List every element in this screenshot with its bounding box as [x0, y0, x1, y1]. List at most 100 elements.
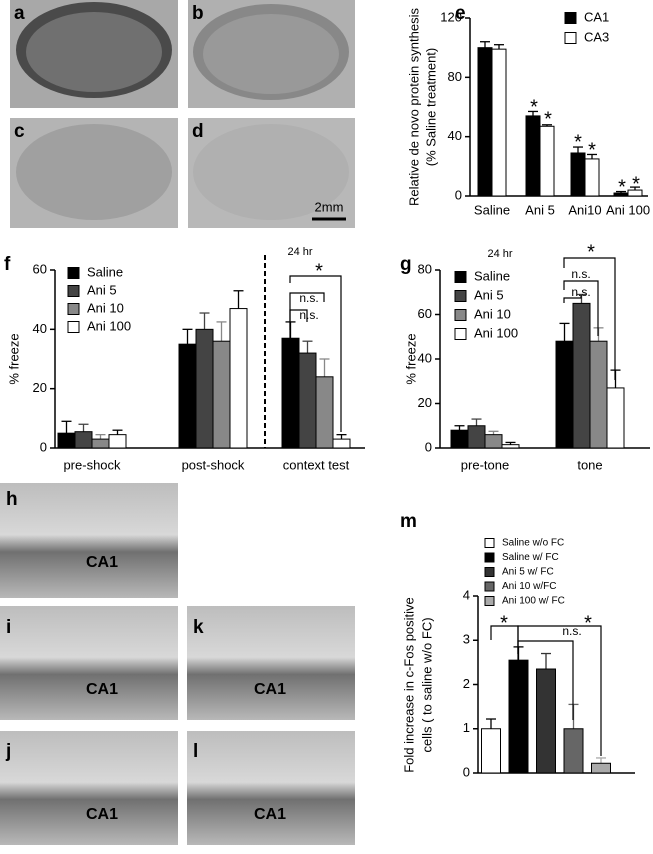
legend-label: CA1 [584, 9, 609, 24]
legend-swatch [564, 12, 577, 24]
bar [491, 48, 507, 197]
annotation: * [315, 260, 323, 282]
x-tick-label: Ani 5 [525, 202, 555, 217]
annotation: n.s. [299, 308, 318, 322]
panel-label: e [455, 3, 466, 24]
legend-swatch [67, 267, 80, 279]
bar [536, 668, 556, 774]
annotation: n.s. [571, 285, 590, 299]
panel-label: i [6, 617, 11, 638]
legend-label: Ani 5 w/ FC [502, 567, 554, 578]
bar [572, 302, 591, 449]
bar [212, 340, 231, 449]
y-tick-label: 40 [418, 350, 432, 365]
bar [627, 189, 643, 197]
legend-swatch [67, 321, 80, 333]
panel-label: j [5, 741, 11, 762]
x-tick-label: Saline [474, 202, 510, 217]
bar [555, 340, 574, 449]
panel-label: m [400, 511, 417, 532]
bracket [289, 275, 342, 432]
bar [178, 343, 197, 449]
panel-label: c [14, 121, 25, 142]
bar [298, 352, 317, 449]
y-axis-label: (% Saline treatment) [423, 48, 438, 167]
image-shape [26, 12, 162, 92]
legend-label: Ani 10 [474, 306, 511, 321]
annotation: n.s. [562, 624, 581, 638]
x-tick-label: context test [283, 457, 350, 472]
annotation: * [584, 612, 592, 634]
y-tick-label: 80 [418, 261, 432, 276]
legend-label: Saline [87, 264, 123, 279]
y-tick-label: 0 [463, 764, 470, 779]
bar [591, 762, 611, 774]
annotation: 24 hr [487, 248, 512, 260]
legend-label: Saline w/ FC [502, 552, 559, 563]
x-tick-label: pre-tone [461, 457, 509, 472]
image-shape [16, 124, 172, 220]
y-tick-label: 2 [463, 676, 470, 691]
bar [501, 444, 520, 449]
bracket [289, 292, 325, 340]
annotation: n.s. [571, 267, 590, 281]
legend-label: Saline [474, 268, 510, 283]
bar [315, 376, 334, 449]
bar [281, 337, 300, 449]
bar [539, 125, 555, 197]
region-label: CA1 [86, 554, 118, 571]
image [0, 731, 178, 845]
hippocampus-images: h CA1 i CA1 k CA1 j CA1 l CA1 [0, 483, 355, 845]
brain-images: 2mm a b c d [10, 0, 355, 228]
y-tick-label: 20 [33, 380, 47, 395]
bar [477, 47, 493, 197]
legend-swatch [484, 567, 495, 577]
annotation: * [587, 241, 595, 263]
y-axis-label: Relative de novo protein synthesis [406, 8, 421, 207]
bracket [563, 295, 582, 303]
y-tick-label: 1 [463, 720, 470, 735]
y-tick-label: 60 [418, 306, 432, 321]
panel-label: b [192, 3, 204, 24]
legend-swatch [454, 290, 467, 302]
image [187, 731, 355, 845]
annotation: * [544, 108, 552, 130]
panel-label: g [400, 254, 412, 275]
y-tick-label: 120 [440, 9, 462, 24]
legend-label: Ani 100 [474, 325, 518, 340]
x-tick-label: tone [577, 457, 602, 472]
bar [108, 434, 127, 449]
panel-label: f [4, 254, 11, 275]
legend-label: Ani 10 [87, 300, 124, 315]
y-tick-label: 4 [463, 587, 470, 602]
bar [563, 728, 584, 774]
annotation: n.s. [299, 291, 318, 305]
panel-label: k [193, 617, 204, 638]
y-tick-label: 0 [455, 187, 462, 202]
y-axis-label: Fold increase in c-Fos positive [401, 597, 416, 773]
x-tick-label: pre-shock [63, 457, 121, 472]
panel-label: d [192, 121, 204, 142]
bracket [563, 257, 616, 380]
bar [229, 308, 248, 449]
y-tick-label: 80 [448, 69, 462, 84]
legend-swatch [67, 303, 80, 315]
y-tick-label: 3 [463, 632, 470, 647]
image [187, 606, 355, 720]
bar [484, 434, 503, 449]
y-axis-label: % freeze [403, 333, 418, 384]
annotation: * [632, 173, 640, 195]
y-tick-label: 0 [40, 439, 47, 454]
bar [584, 158, 600, 197]
bar [74, 431, 93, 449]
region-label: CA1 [86, 681, 118, 698]
legend-label: Ani 100 w/ FC [502, 596, 565, 607]
annotation: * [530, 96, 538, 118]
y-axis-label: % freeze [6, 333, 21, 384]
region-label: CA1 [254, 806, 286, 823]
bracket [563, 280, 599, 336]
bar [467, 425, 486, 449]
legend-label: Ani 5 [87, 282, 117, 297]
x-tick-label: post-shock [182, 457, 245, 472]
x-tick-label: Ani10 [568, 202, 601, 217]
